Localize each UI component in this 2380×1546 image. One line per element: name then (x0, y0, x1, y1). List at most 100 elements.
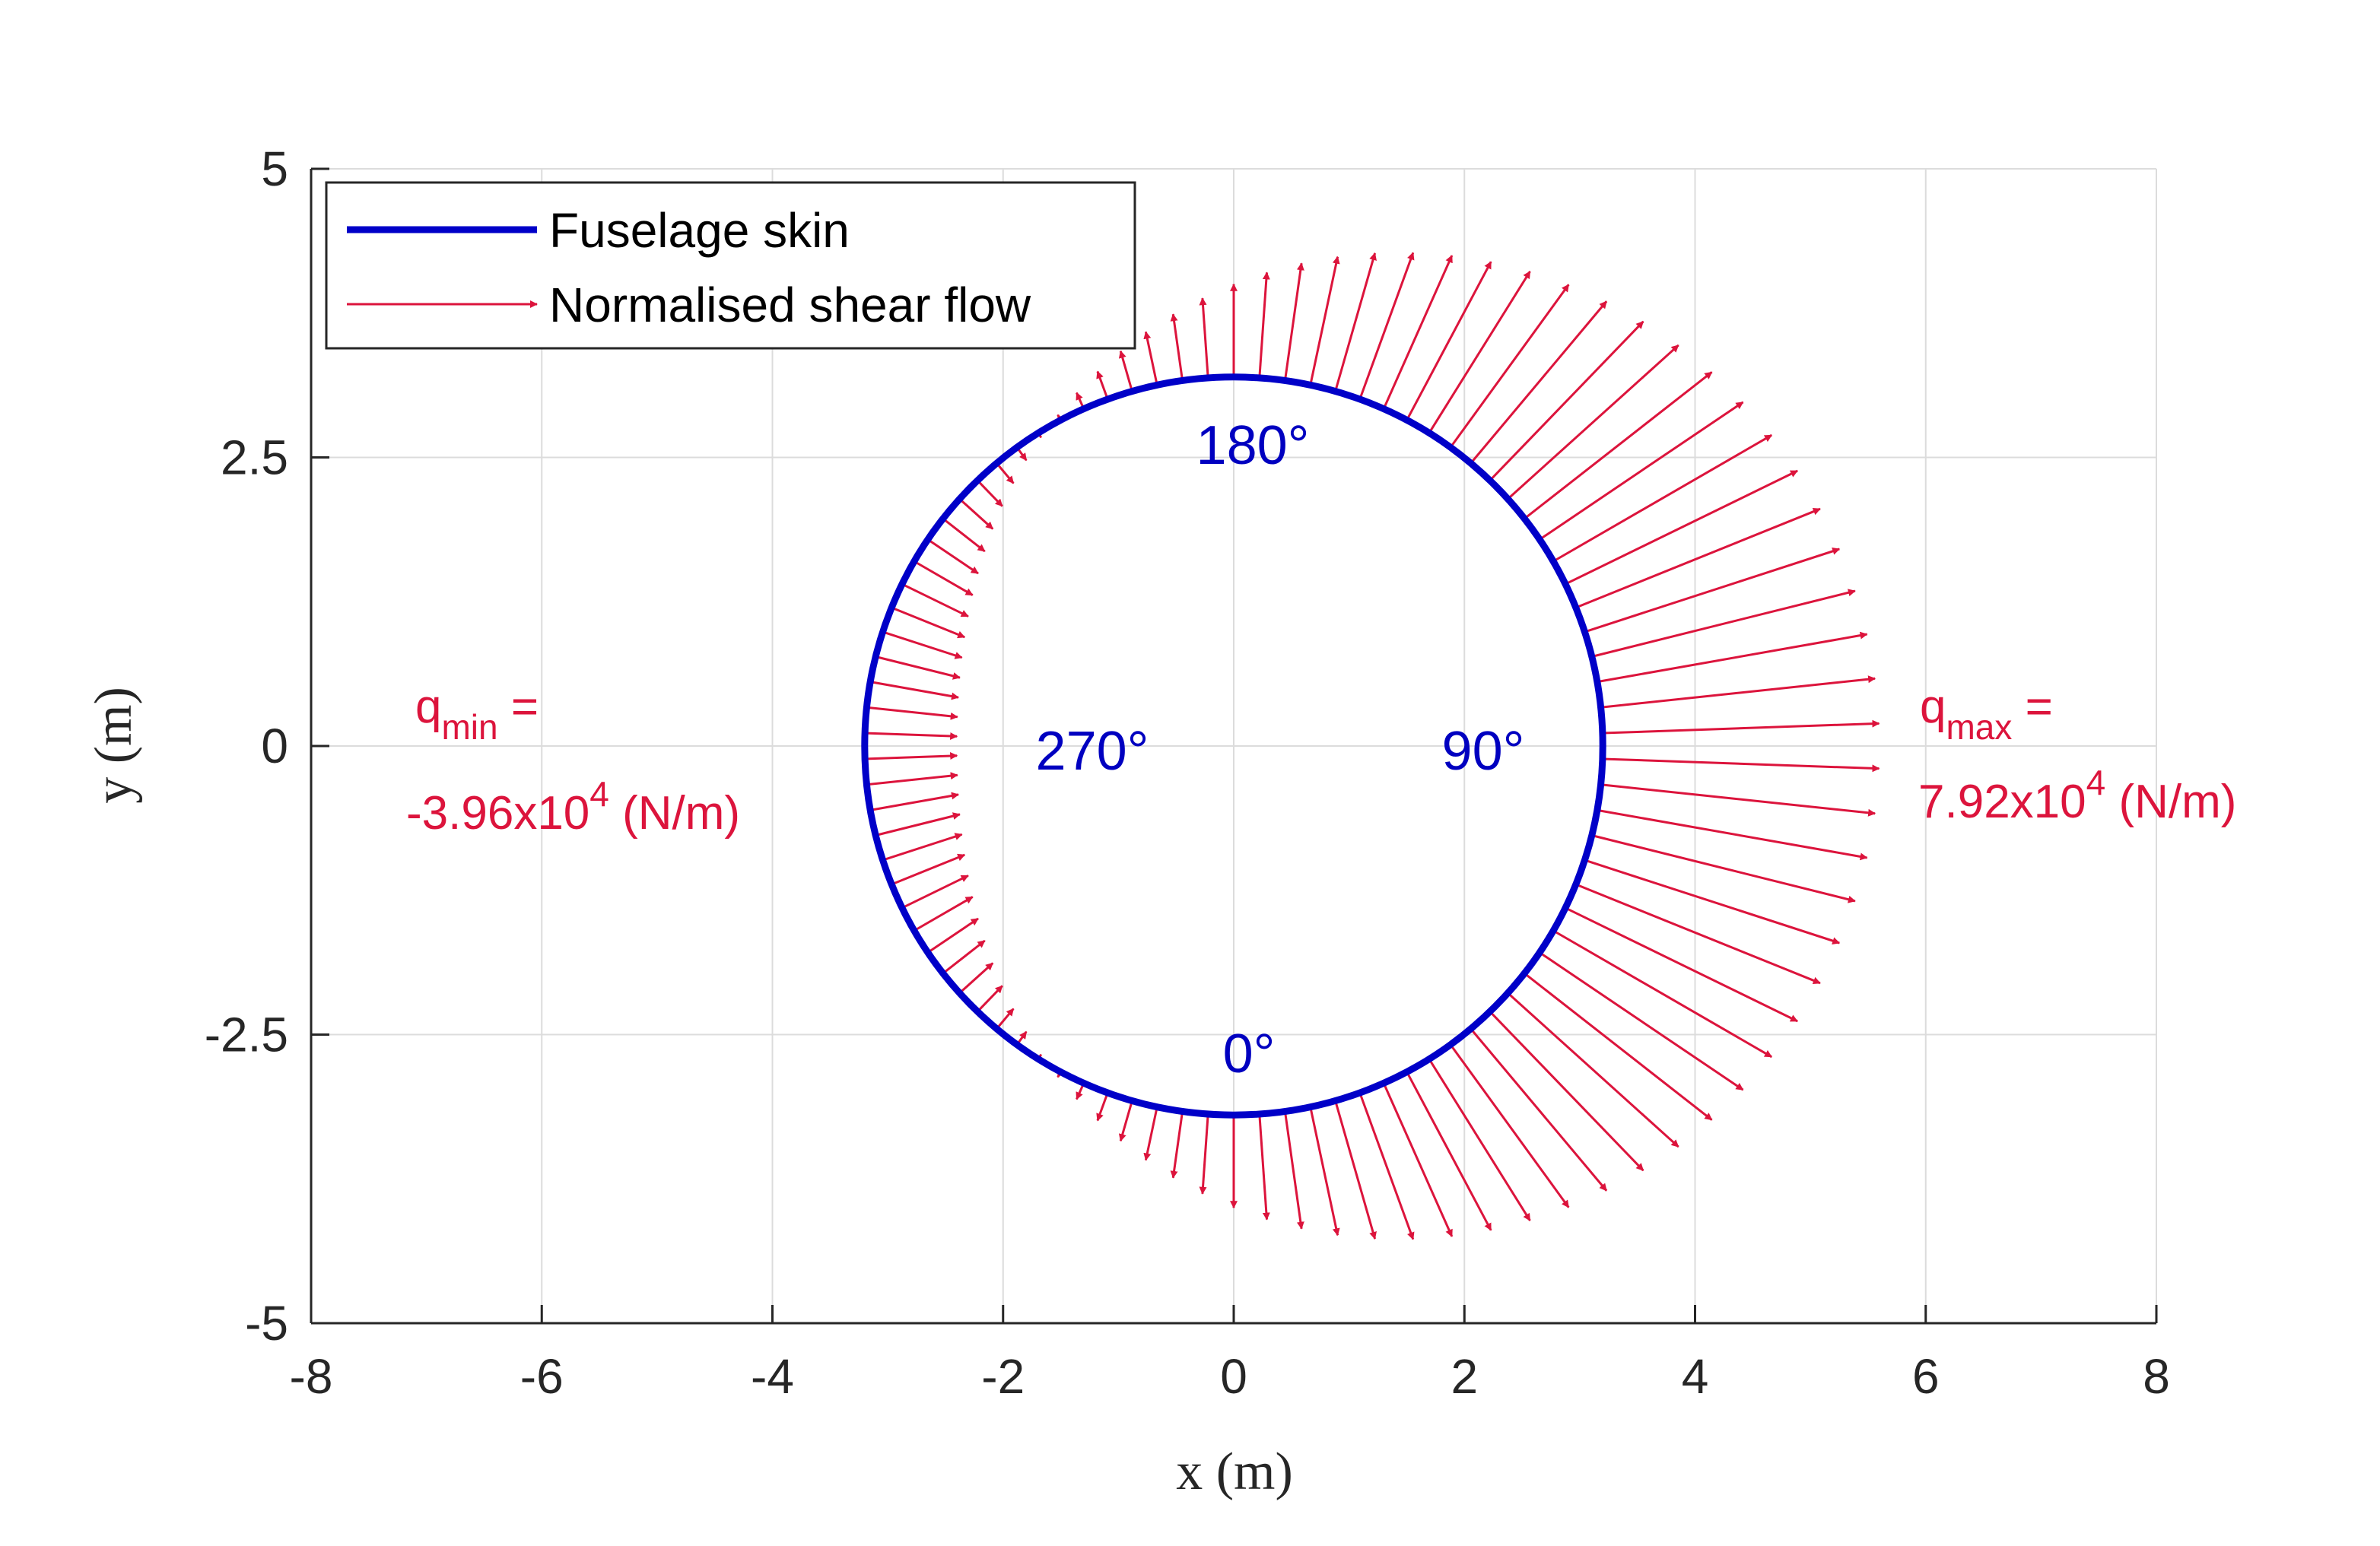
shear-flow-arrow (1118, 350, 1133, 392)
shear-flow-arrow (891, 606, 966, 639)
shear-flow-arrow (1258, 271, 1270, 378)
shear-flow-arrow (1489, 320, 1644, 481)
shear-flow-arrow (1507, 344, 1679, 500)
shear-flow-arrow (882, 833, 963, 862)
qmin-value: -3.96x104 (N/m) (406, 774, 740, 840)
y-tick-label: 5 (261, 141, 288, 196)
fuselage-skin (861, 373, 1606, 1119)
shear-flow-arrow (1552, 433, 1773, 563)
shear-flow-arrow (1602, 757, 1880, 773)
shear-flow-arrow (942, 939, 986, 975)
shear-flow-arrow (1199, 1114, 1209, 1195)
shear-flow-arrow (926, 917, 979, 954)
shear-flow-arrow (1096, 1092, 1109, 1122)
shear-flow-arrow (1600, 783, 1876, 817)
shear-flow-arrow (866, 706, 958, 720)
grid-lines (310, 168, 2157, 1324)
shear-flow-arrow (1428, 1059, 1531, 1221)
x-tick-label: -4 (751, 1349, 794, 1404)
axes (310, 167, 2158, 1325)
shear-flow-arrow (1552, 929, 1773, 1059)
shear-flow-arrow (865, 732, 958, 740)
shear-flow-arrow (1428, 271, 1531, 433)
shear-flow-arrow (1470, 1028, 1608, 1192)
shear-flow-arrow (958, 497, 994, 530)
shear-flow-arrow (869, 792, 959, 811)
shear-flow-arrow (914, 896, 974, 932)
y-tick-label: -2.5 (205, 1008, 288, 1062)
shear-flow-arrow (1565, 469, 1798, 586)
shear-flow-arrow (901, 875, 969, 910)
shear-flow-arrow (1284, 1111, 1304, 1230)
shear-flow-arrow (1309, 1106, 1340, 1236)
shear-flow-arrow (1170, 1111, 1184, 1179)
y-tick-label: 2.5 (221, 430, 288, 485)
shear-flow-arrow (1597, 808, 1868, 861)
shear-flow-arrow (1406, 261, 1492, 421)
shear-flow-arrow (1470, 300, 1608, 464)
legend-box (325, 181, 1136, 350)
shear-flow-arrow (1591, 834, 1856, 903)
shear-flow-arrow (1539, 951, 1744, 1091)
x-tick-label: 4 (1682, 1349, 1709, 1404)
shear-flow-arrow (1565, 906, 1798, 1023)
shear-flow-arrow (1584, 859, 1841, 944)
shear-flow-arrow (1591, 589, 1856, 658)
angle-label-90: 90° (1442, 721, 1525, 782)
y-tick-label: 0 (261, 719, 288, 773)
shear-flow-arrow (1143, 331, 1158, 386)
shear-flow-arrow (1524, 972, 1713, 1121)
x-tick-label: 2 (1451, 1349, 1478, 1404)
shear-flow-arrow (1489, 1011, 1644, 1172)
x-tick-label: -6 (520, 1349, 564, 1404)
shear-flow-arrow (865, 752, 958, 760)
shear-flow-arrow (1334, 1100, 1377, 1240)
shear-flow-arrow (1597, 631, 1868, 684)
angle-label-180: 180° (1196, 415, 1310, 476)
shear-flow-arrow (1449, 1044, 1570, 1208)
shear-flow-arrow (901, 583, 969, 617)
shear-flow-arrow (1258, 1114, 1270, 1221)
shear-flow-arrow (1584, 548, 1841, 633)
shear-flow-arrow (995, 462, 1015, 484)
shear-flow-arrow (1358, 1092, 1415, 1240)
qmax-value: 7.92x104 (N/m) (1918, 763, 2236, 828)
x-axis-label: x (m) (1176, 1443, 1293, 1501)
shear-flow-arrow (1449, 284, 1570, 448)
qmin-label: qmin = (415, 681, 539, 747)
shear-flow-arrow (1382, 1083, 1454, 1237)
shear-flow-arrows (865, 252, 1880, 1240)
shear-flow-arrow (1524, 371, 1713, 520)
shear-flow-arrow (1309, 256, 1340, 386)
angle-label-0: 0° (1223, 1024, 1276, 1084)
qmin-annotation: qmin = -3.96x104 (N/m) (406, 681, 740, 840)
shear-flow-arrow (869, 681, 959, 700)
shear-flow-arrow (976, 985, 1003, 1013)
shear-flow-arrow (976, 479, 1003, 507)
shear-flow-arrow (1539, 401, 1744, 541)
shear-flow-arrow (1507, 992, 1679, 1148)
shear-flow-arrow (882, 630, 963, 659)
shear-flow-arrow (1406, 1071, 1492, 1231)
shear-flow-arrow (1199, 297, 1209, 378)
shear-flow-arrow (891, 853, 966, 886)
shear-flow-arrow (1358, 252, 1415, 400)
shear-flow-arrow (1334, 252, 1377, 392)
shear-flow-arrow (1575, 507, 1821, 609)
x-tick-label: 0 (1220, 1349, 1247, 1404)
qmax-annotation: qmax = 7.92x104 (N/m) (1918, 681, 2236, 828)
shear-flow-arrow (875, 656, 961, 680)
shear-flow-arrow (1118, 1100, 1133, 1142)
shear-flow-arrow (914, 560, 974, 596)
shear-flow-arrow (1170, 313, 1184, 381)
shear-flow-arrow (1382, 255, 1454, 409)
shear-flow-arrow (926, 538, 979, 575)
y-tick-labels: -5 -2.5 0 2.5 5 (205, 141, 288, 1351)
y-axis-label: y (m) (84, 687, 143, 804)
shear-flow-arrow (1284, 262, 1304, 381)
shear-flow-arrow (995, 1008, 1015, 1030)
legend-skin-label: Fuselage skin (549, 203, 850, 258)
qmax-label: qmax = (1920, 681, 2053, 747)
shear-flow-arrow (1143, 1106, 1158, 1161)
